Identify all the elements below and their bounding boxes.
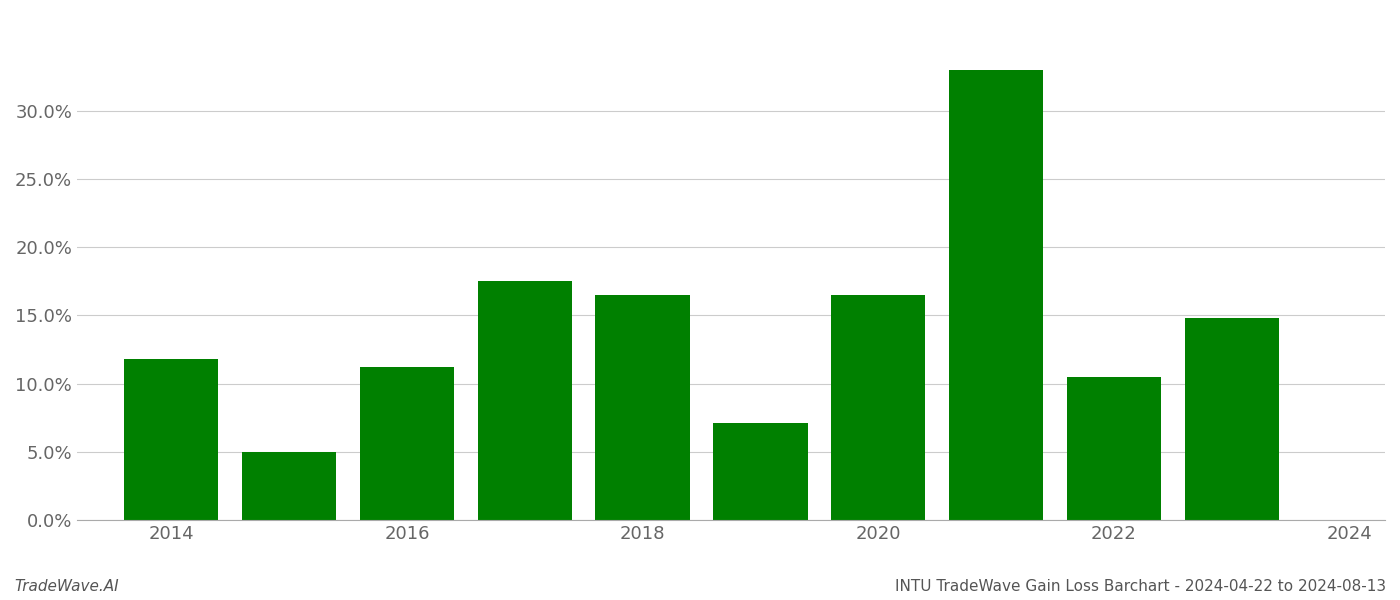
Bar — [125, 359, 218, 520]
Bar — [714, 423, 808, 520]
Bar — [1067, 377, 1161, 520]
Bar — [360, 367, 454, 520]
Bar — [1184, 318, 1280, 520]
Bar — [595, 295, 690, 520]
Bar — [832, 295, 925, 520]
Bar — [949, 70, 1043, 520]
Text: INTU TradeWave Gain Loss Barchart - 2024-04-22 to 2024-08-13: INTU TradeWave Gain Loss Barchart - 2024… — [895, 579, 1386, 594]
Bar — [242, 452, 336, 520]
Bar — [477, 281, 573, 520]
Text: TradeWave.AI: TradeWave.AI — [14, 579, 119, 594]
